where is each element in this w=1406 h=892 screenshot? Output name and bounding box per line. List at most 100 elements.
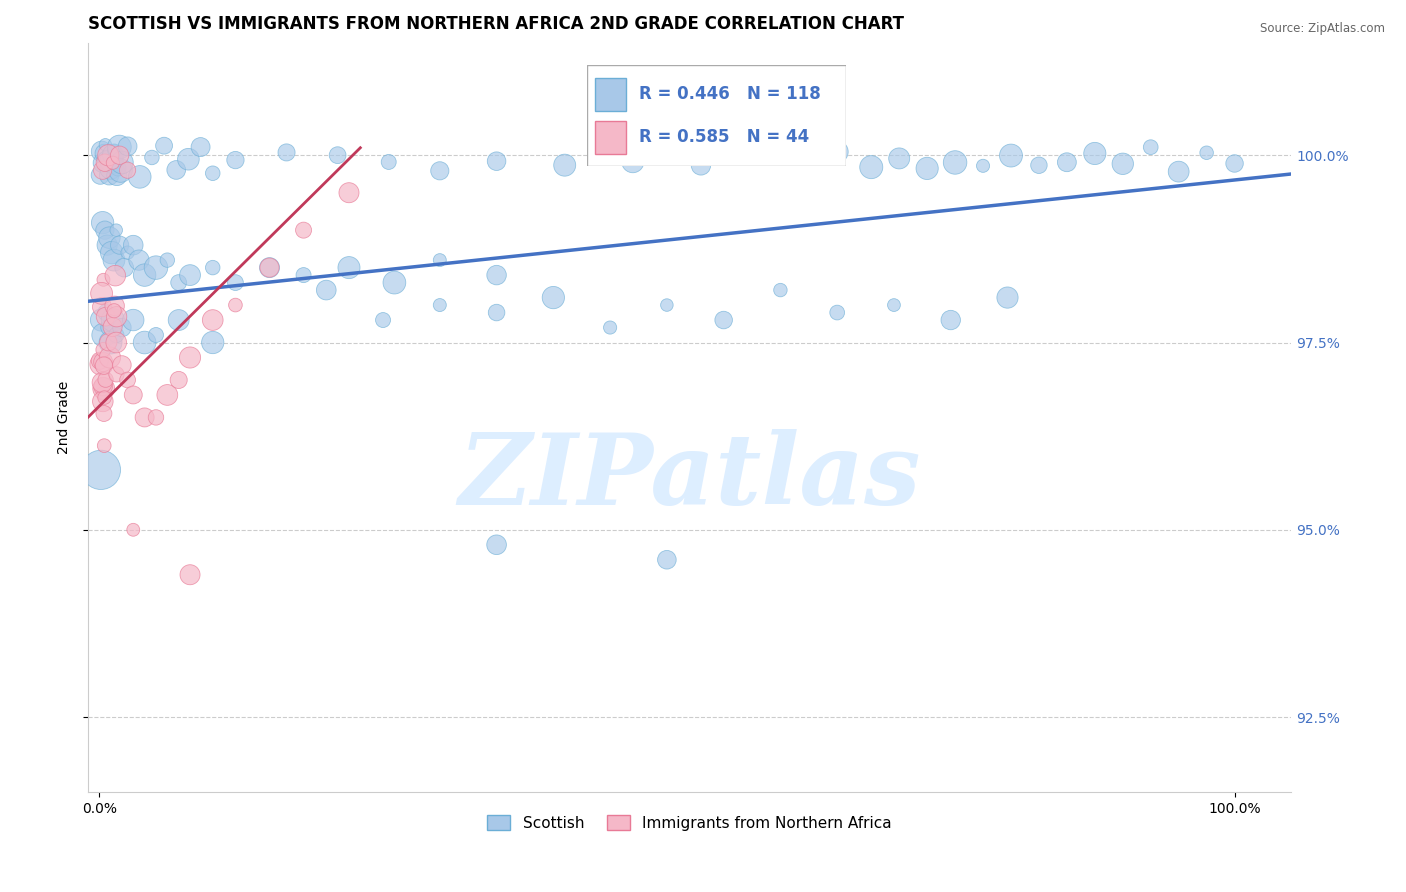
Point	[1084, 146, 1107, 161]
Point	[96, 238, 118, 252]
Point	[485, 538, 508, 552]
Point	[1028, 158, 1050, 172]
Point	[90, 463, 112, 477]
Point	[315, 283, 337, 297]
Point	[292, 268, 315, 282]
Point	[1112, 157, 1135, 171]
Point	[91, 379, 114, 393]
Point	[128, 169, 150, 184]
Point	[165, 163, 187, 178]
Point	[107, 161, 129, 175]
Point	[485, 154, 508, 169]
Point	[100, 245, 122, 260]
Point	[93, 146, 115, 161]
Point	[377, 155, 399, 169]
Text: SCOTTISH VS IMMIGRANTS FROM NORTHERN AFRICA 2ND GRADE CORRELATION CHART: SCOTTISH VS IMMIGRANTS FROM NORTHERN AFR…	[87, 15, 904, 33]
Point	[201, 260, 224, 275]
Point	[117, 245, 139, 260]
Point	[91, 376, 114, 390]
Point	[384, 276, 406, 290]
Point	[111, 155, 134, 169]
Point	[97, 335, 120, 350]
Point	[103, 144, 125, 158]
Point	[91, 300, 114, 314]
Point	[167, 276, 190, 290]
Point	[201, 335, 224, 350]
Point	[94, 310, 117, 324]
Point	[103, 303, 125, 318]
Point	[104, 299, 127, 313]
Point	[117, 373, 139, 387]
Point	[134, 410, 156, 425]
Point	[939, 313, 962, 327]
Point	[100, 335, 122, 350]
Point	[90, 313, 112, 327]
Point	[190, 140, 212, 154]
Point	[91, 156, 114, 170]
Point	[1000, 148, 1022, 162]
Point	[915, 161, 938, 176]
Point	[655, 553, 678, 567]
Point	[145, 328, 167, 343]
Point	[713, 313, 735, 327]
Text: ZIPatlas: ZIPatlas	[458, 429, 921, 525]
Point	[259, 260, 281, 275]
Point	[554, 158, 576, 172]
Point	[292, 223, 315, 237]
Point	[201, 313, 224, 327]
Point	[110, 163, 132, 178]
Point	[97, 153, 120, 168]
Point	[224, 276, 246, 290]
Point	[326, 148, 349, 162]
Point	[89, 168, 111, 182]
Point	[101, 148, 124, 162]
Point	[259, 260, 281, 275]
Point	[429, 253, 451, 268]
Point	[91, 163, 114, 178]
Point	[485, 268, 508, 282]
Point	[94, 373, 117, 387]
Point	[90, 286, 112, 301]
Point	[655, 298, 678, 312]
Point	[599, 320, 621, 334]
Point	[90, 145, 112, 159]
Point	[825, 305, 848, 319]
Point	[98, 169, 121, 183]
Point	[117, 163, 139, 178]
Point	[105, 368, 128, 382]
Point	[108, 148, 131, 162]
Point	[93, 386, 115, 401]
Point	[96, 153, 118, 167]
Point	[90, 357, 112, 371]
Point	[621, 154, 644, 169]
Point	[485, 305, 508, 319]
Point	[179, 268, 201, 282]
Point	[89, 353, 111, 368]
Point	[276, 145, 298, 160]
Point	[112, 260, 135, 275]
Point	[177, 153, 200, 167]
Point	[156, 388, 179, 402]
Point	[94, 223, 117, 237]
Point	[943, 155, 966, 169]
Point	[103, 253, 125, 268]
Point	[93, 328, 115, 343]
Point	[93, 391, 115, 405]
Point	[100, 161, 122, 176]
Point	[122, 238, 145, 252]
Point	[105, 223, 128, 237]
Point	[156, 253, 179, 268]
Point	[860, 160, 883, 174]
Point	[105, 335, 128, 350]
Point	[889, 152, 911, 166]
Point	[98, 230, 121, 244]
Point	[93, 407, 115, 421]
Point	[224, 153, 246, 167]
Point	[769, 283, 792, 297]
Point	[111, 358, 134, 372]
Point	[94, 305, 117, 319]
Point	[100, 153, 122, 168]
Point	[93, 273, 115, 287]
Point	[105, 328, 128, 343]
Point	[883, 298, 905, 312]
